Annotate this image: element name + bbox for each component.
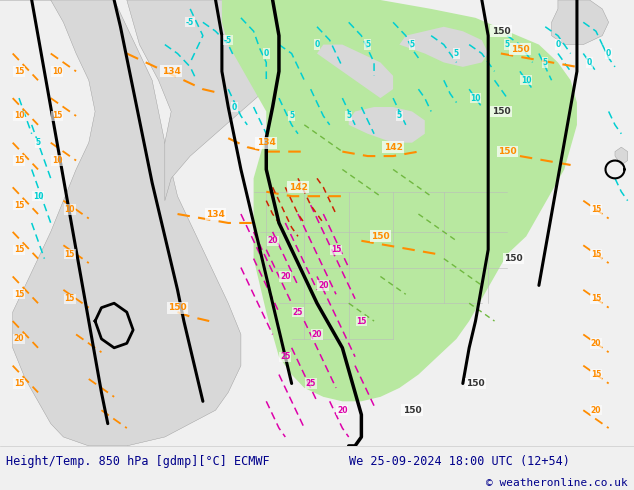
Text: We 25-09-2024 18:00 UTC (12+54): We 25-09-2024 18:00 UTC (12+54) <box>349 455 569 468</box>
Polygon shape <box>349 107 425 143</box>
Text: 15: 15 <box>591 205 601 214</box>
Text: -5: -5 <box>224 36 233 45</box>
Text: 15: 15 <box>14 67 24 76</box>
Text: 15: 15 <box>52 111 62 121</box>
Text: 15: 15 <box>65 294 75 303</box>
Text: 10: 10 <box>65 205 75 214</box>
Text: 0: 0 <box>232 102 237 112</box>
Text: 0: 0 <box>264 49 269 58</box>
Text: 25: 25 <box>293 308 303 317</box>
Polygon shape <box>0 0 241 446</box>
Polygon shape <box>399 27 488 67</box>
Text: 20: 20 <box>14 334 24 343</box>
Text: 20: 20 <box>591 406 601 415</box>
Text: 5: 5 <box>454 49 459 58</box>
Text: 20: 20 <box>318 281 328 290</box>
Text: 20: 20 <box>312 330 322 339</box>
Text: 10: 10 <box>470 94 481 102</box>
Text: 15: 15 <box>65 250 75 259</box>
Text: 15: 15 <box>591 294 601 303</box>
Text: 142: 142 <box>384 143 403 151</box>
Text: 150: 150 <box>491 27 510 36</box>
Text: 0: 0 <box>606 49 611 58</box>
Text: 5: 5 <box>410 40 415 49</box>
Text: 15: 15 <box>14 379 24 388</box>
Text: © weatheronline.co.uk: © weatheronline.co.uk <box>486 478 628 489</box>
Polygon shape <box>552 0 609 45</box>
Text: 5: 5 <box>505 40 510 49</box>
Text: 25: 25 <box>306 379 316 388</box>
Text: 20: 20 <box>591 339 601 348</box>
Text: 10: 10 <box>14 111 24 121</box>
Text: 150: 150 <box>403 406 422 415</box>
Text: 5: 5 <box>346 111 351 121</box>
Polygon shape <box>222 0 577 401</box>
Text: 150: 150 <box>371 232 390 241</box>
Text: 15: 15 <box>591 250 601 259</box>
Text: 134: 134 <box>257 138 276 147</box>
Polygon shape <box>615 147 628 165</box>
Text: 150: 150 <box>491 107 510 116</box>
Text: 5: 5 <box>397 111 402 121</box>
Text: 134: 134 <box>162 67 181 76</box>
Text: 0: 0 <box>587 58 592 67</box>
Text: 15: 15 <box>356 317 366 325</box>
Text: 15: 15 <box>14 156 24 165</box>
Text: 20: 20 <box>280 272 290 281</box>
Polygon shape <box>317 45 393 98</box>
Text: 25: 25 <box>280 352 290 361</box>
Text: 150: 150 <box>498 147 517 156</box>
Polygon shape <box>127 0 292 201</box>
Text: 5: 5 <box>365 40 370 49</box>
Text: 20: 20 <box>268 236 278 245</box>
Text: 5: 5 <box>543 58 548 67</box>
Text: -5: -5 <box>186 18 195 27</box>
Text: 150: 150 <box>466 379 485 388</box>
Text: 134: 134 <box>206 210 225 219</box>
Text: 0: 0 <box>555 40 560 49</box>
Text: 15: 15 <box>331 245 341 254</box>
Text: 15: 15 <box>14 200 24 210</box>
Text: 15: 15 <box>591 370 601 379</box>
Text: 10: 10 <box>33 192 43 201</box>
Text: 150: 150 <box>168 303 187 312</box>
Text: 10: 10 <box>521 76 531 85</box>
Text: 142: 142 <box>288 183 307 192</box>
Text: 10: 10 <box>52 67 62 76</box>
Text: 150: 150 <box>504 254 523 263</box>
Text: 5: 5 <box>36 138 41 147</box>
Text: 5: 5 <box>289 111 294 121</box>
Text: 150: 150 <box>510 45 529 53</box>
Text: 10: 10 <box>52 156 62 165</box>
Text: 0: 0 <box>314 40 320 49</box>
Text: 15: 15 <box>14 245 24 254</box>
Text: Height/Temp. 850 hPa [gdmp][°C] ECMWF: Height/Temp. 850 hPa [gdmp][°C] ECMWF <box>6 455 270 468</box>
Text: 15: 15 <box>14 290 24 299</box>
Text: 20: 20 <box>337 406 347 415</box>
